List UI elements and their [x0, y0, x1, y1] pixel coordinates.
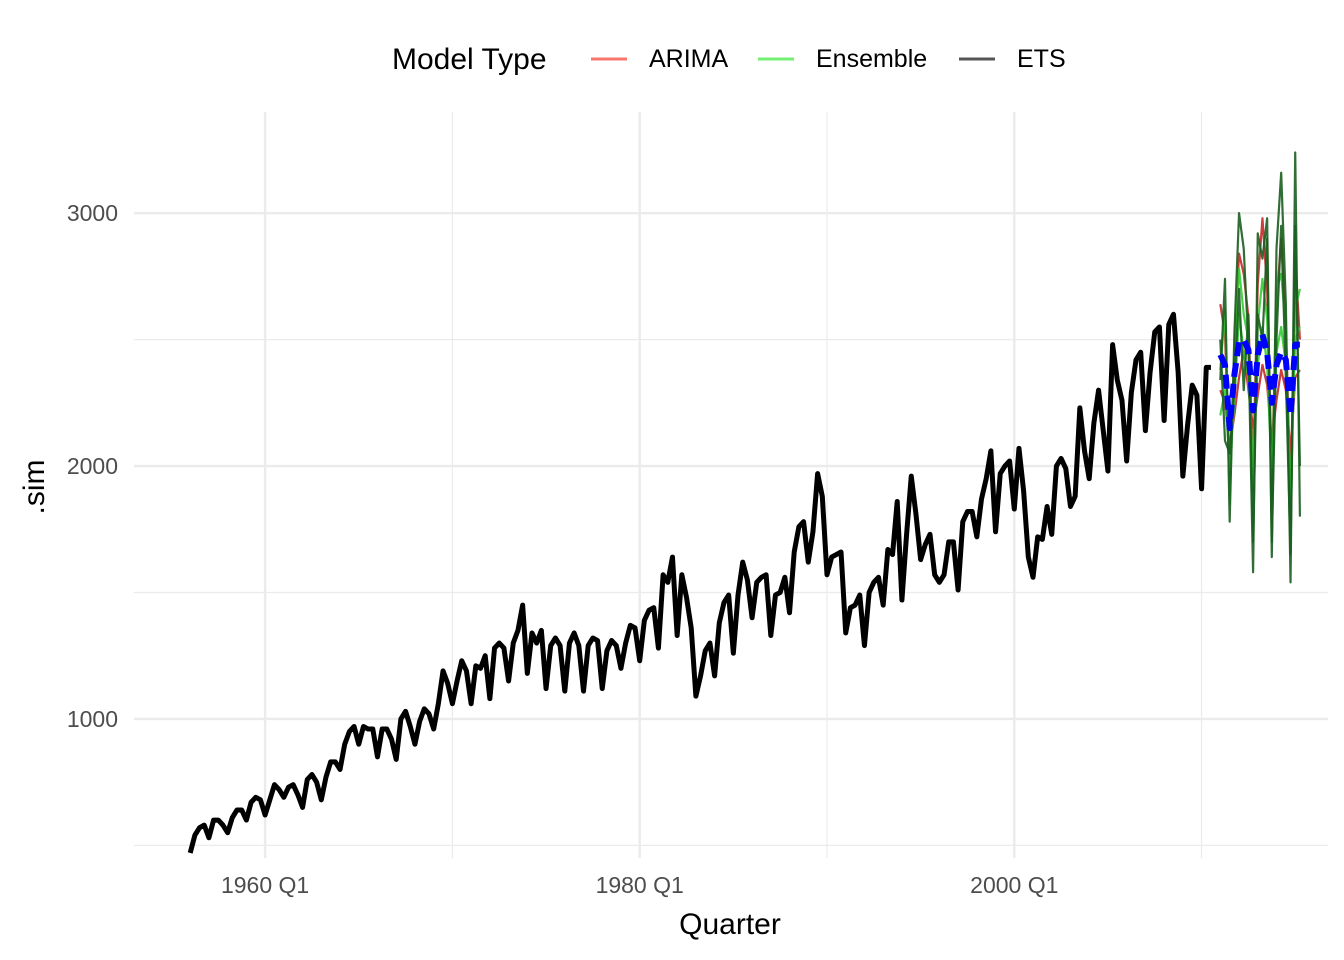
- y-tick-label: 2000: [67, 453, 118, 479]
- history-line: [187, 311, 1211, 854]
- x-tick-label: 2000 Q1: [970, 872, 1058, 898]
- legend-title: Model Type: [392, 43, 547, 76]
- grid: [134, 112, 1328, 858]
- tick-labels: 1960 Q1 1980 Q1 2000 Q1 1000 2000 3000: [67, 200, 1059, 898]
- y-axis-title: .sim: [18, 460, 51, 515]
- x-tick-label: 1980 Q1: [596, 872, 684, 898]
- legend-label-ets: ETS: [1017, 45, 1066, 73]
- x-tick-label: 1960 Q1: [221, 872, 309, 898]
- y-tick-label: 1000: [67, 706, 118, 732]
- plot-area: [187, 151, 1302, 854]
- legend-label-arima: ARIMA: [649, 45, 729, 73]
- legend-label-ensemble: Ensemble: [816, 45, 927, 73]
- y-tick-label: 3000: [67, 200, 118, 226]
- forecast-mean-line: [1217, 331, 1300, 432]
- legend: Model Type ARIMA Ensemble ETS: [392, 43, 1066, 76]
- forecast-draw-ets: [1219, 224, 1302, 556]
- x-axis-title: Quarter: [679, 908, 781, 941]
